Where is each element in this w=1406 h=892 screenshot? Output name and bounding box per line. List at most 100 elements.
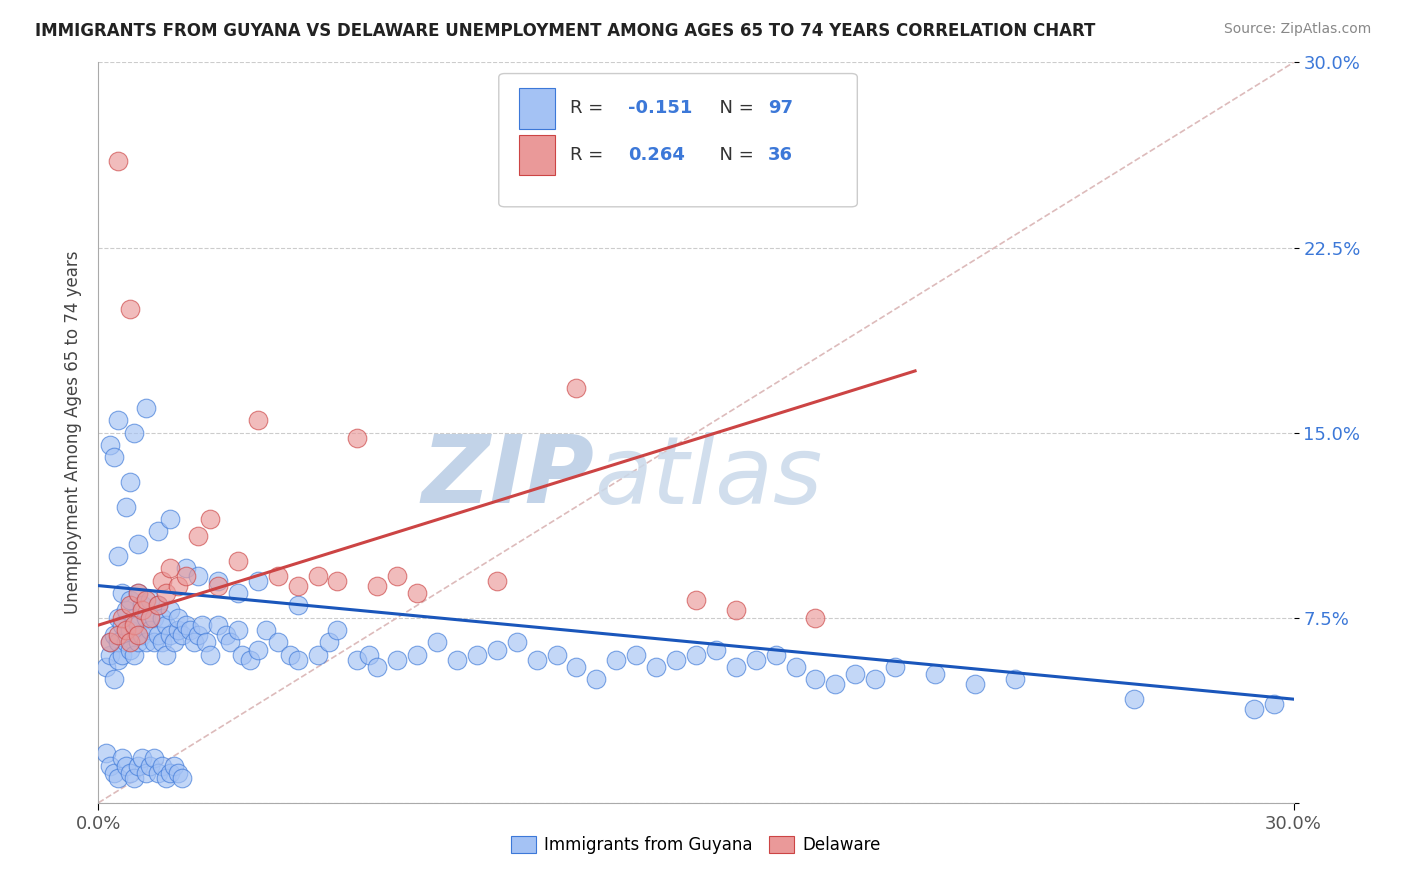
Point xyxy=(148,524,170,539)
Point xyxy=(207,574,229,588)
Point xyxy=(143,635,166,649)
Point xyxy=(226,554,249,568)
Point xyxy=(326,574,349,588)
Point xyxy=(98,635,122,649)
Point xyxy=(307,648,329,662)
Point xyxy=(155,618,177,632)
Text: Source: ZipAtlas.com: Source: ZipAtlas.com xyxy=(1223,22,1371,37)
Point xyxy=(155,771,177,785)
Text: 0.264: 0.264 xyxy=(628,146,685,164)
Point xyxy=(226,623,249,637)
Point xyxy=(107,154,129,169)
Point xyxy=(155,586,177,600)
Point xyxy=(359,648,381,662)
Point xyxy=(724,660,747,674)
Point xyxy=(765,648,787,662)
Point xyxy=(307,568,329,582)
Point xyxy=(1004,673,1026,687)
Point xyxy=(131,603,153,617)
Point xyxy=(107,771,129,785)
Point xyxy=(665,653,688,667)
Point xyxy=(546,648,568,662)
Point xyxy=(724,603,747,617)
Text: ZIP: ZIP xyxy=(422,431,595,523)
Point xyxy=(139,593,162,607)
Point xyxy=(187,628,209,642)
Point xyxy=(267,568,290,582)
Point xyxy=(111,618,134,632)
Point xyxy=(115,623,138,637)
Point xyxy=(506,635,529,649)
Point xyxy=(174,618,197,632)
Point xyxy=(406,648,429,662)
Point xyxy=(115,758,138,772)
Point xyxy=(120,593,142,607)
Point xyxy=(135,766,157,780)
Point xyxy=(585,673,607,687)
Text: N =: N = xyxy=(709,146,759,164)
Point xyxy=(172,771,194,785)
Point xyxy=(139,623,162,637)
Point xyxy=(98,758,122,772)
Point xyxy=(135,635,157,649)
Point xyxy=(150,574,173,588)
Point xyxy=(135,401,157,415)
Point xyxy=(246,413,269,427)
Point xyxy=(804,610,827,624)
Point xyxy=(115,500,138,514)
Point xyxy=(346,653,368,667)
Point xyxy=(131,751,153,765)
Point xyxy=(685,593,707,607)
Point xyxy=(385,653,409,667)
Point xyxy=(565,660,588,674)
Point xyxy=(526,653,548,667)
Point xyxy=(465,648,488,662)
Point xyxy=(159,512,181,526)
Point xyxy=(172,628,194,642)
Point xyxy=(159,628,181,642)
Legend: Immigrants from Guyana, Delaware: Immigrants from Guyana, Delaware xyxy=(505,830,887,861)
Point xyxy=(167,579,190,593)
Point xyxy=(745,653,768,667)
Point xyxy=(107,413,129,427)
Point xyxy=(131,599,153,613)
Point xyxy=(226,586,249,600)
FancyBboxPatch shape xyxy=(519,135,555,176)
Point xyxy=(565,381,588,395)
Point xyxy=(127,618,149,632)
Point xyxy=(239,653,262,667)
Point xyxy=(150,610,173,624)
Point xyxy=(124,610,146,624)
Point xyxy=(215,628,238,642)
Point xyxy=(120,599,142,613)
Point xyxy=(685,648,707,662)
Point xyxy=(287,599,309,613)
Point xyxy=(107,549,129,563)
Point xyxy=(207,618,229,632)
Point xyxy=(426,635,449,649)
Point xyxy=(963,677,986,691)
Point xyxy=(187,529,209,543)
Point xyxy=(318,635,340,649)
Point xyxy=(485,642,508,657)
Point xyxy=(120,635,142,649)
Point xyxy=(111,610,134,624)
Point xyxy=(127,586,149,600)
Point xyxy=(198,648,221,662)
FancyBboxPatch shape xyxy=(499,73,858,207)
Point xyxy=(103,766,125,780)
Text: atlas: atlas xyxy=(595,432,823,523)
Point xyxy=(366,660,388,674)
Point xyxy=(844,667,866,681)
Point xyxy=(366,579,388,593)
Point xyxy=(167,623,190,637)
Point xyxy=(231,648,253,662)
Point xyxy=(626,648,648,662)
Point xyxy=(198,512,221,526)
Point xyxy=(278,648,301,662)
Point xyxy=(406,586,429,600)
Point xyxy=(98,648,122,662)
Point xyxy=(120,623,142,637)
Y-axis label: Unemployment Among Ages 65 to 74 years: Unemployment Among Ages 65 to 74 years xyxy=(63,251,82,615)
Point xyxy=(267,635,290,649)
